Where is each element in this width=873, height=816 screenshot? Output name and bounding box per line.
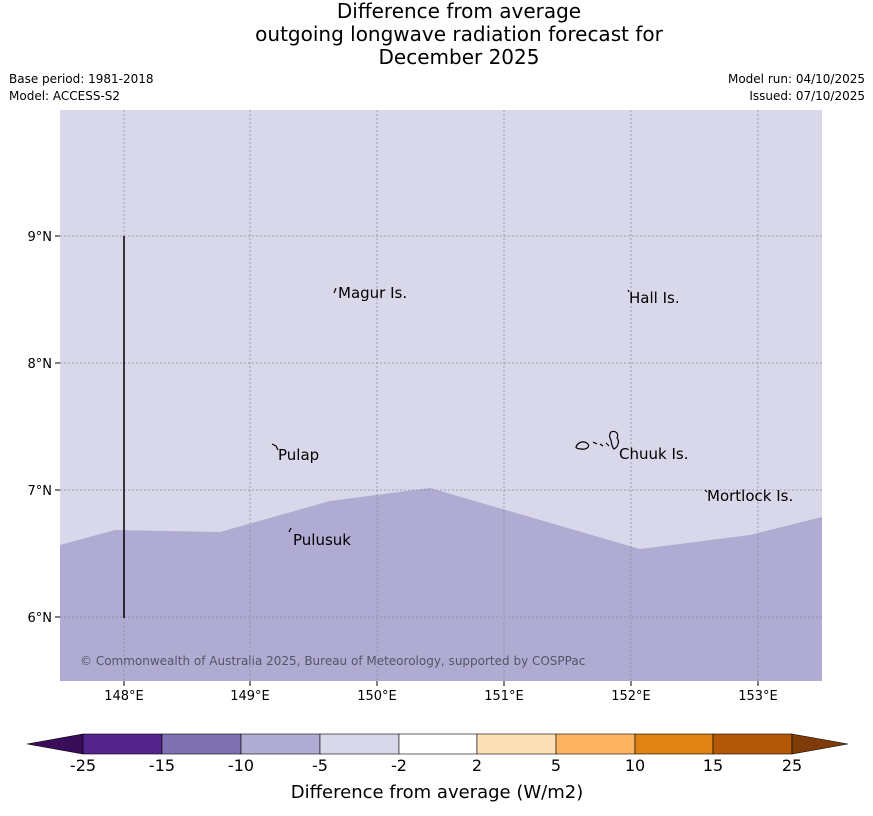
- island-chuuk: [575, 430, 620, 450]
- map-title: Difference from average outgoing longwav…: [0, 0, 873, 69]
- colorbar-segment: [82, 733, 163, 755]
- island-pulusuk: [288, 527, 292, 533]
- place-label-pulusuk: Pulusuk: [293, 531, 351, 549]
- x-tick-label: 148°E: [104, 689, 144, 704]
- meta-left: Base period: 1981-2018 Model: ACCESS-S2: [9, 71, 154, 105]
- y-tick-label: 6°N: [28, 611, 53, 626]
- place-labels: Magur Is. Hall Is. Pulap Chuuk Is. Mortl…: [278, 284, 793, 549]
- colorbar-tick-label: -2: [391, 756, 407, 775]
- colorbar-segment: [555, 733, 636, 755]
- colorbar-segment: [634, 733, 714, 755]
- colorbar-tick-label: 2: [472, 756, 482, 775]
- colorbar: [26, 733, 849, 755]
- colorbar-tick-label: 15: [703, 756, 723, 775]
- island-mortlock: [704, 489, 708, 493]
- island-hall: [627, 289, 630, 293]
- colorbar-max-extend: [791, 733, 849, 755]
- colorbar-title: Difference from average (W/m2): [291, 782, 583, 803]
- title-line-3: December 2025: [378, 45, 540, 69]
- colorbar-tick-label: -10: [228, 756, 254, 775]
- place-label-chuuk: Chuuk Is.: [619, 445, 688, 463]
- model-run: Model run: 04/10/2025: [727, 72, 865, 86]
- colorbar-segment: [476, 733, 557, 755]
- place-label-hall: Hall Is.: [629, 289, 680, 307]
- island-magur: [333, 287, 337, 294]
- base-period: Base period: 1981-2018: [9, 72, 154, 86]
- colorbar-segment: [319, 733, 400, 755]
- x-tick-label: 151°E: [484, 689, 524, 704]
- title-line-1: Difference from average: [336, 0, 582, 23]
- model-name: Model: ACCESS-S2: [9, 89, 121, 103]
- colorbar-tick-label: -15: [149, 756, 175, 775]
- colorbar-tick-label: -5: [312, 756, 328, 775]
- x-tick-label: 149°E: [230, 689, 270, 704]
- y-tick-labels: 9°N 8°N 7°N 6°N: [28, 230, 53, 626]
- colorbar-tick-label: -25: [70, 756, 96, 775]
- colorbar-segment: [398, 733, 478, 755]
- place-label-pulap: Pulap: [278, 446, 319, 464]
- colorbar-segment: [240, 733, 321, 755]
- place-label-mortlock: Mortlock Is.: [707, 487, 793, 505]
- colorbar-tick-labels: -25 -15 -10 -5 -2 2 5 10 15 25: [70, 756, 802, 775]
- colorbar-segment: [712, 733, 793, 755]
- title-line-2: outgoing longwave radiation forecast for: [255, 22, 663, 46]
- map-panel: Magur Is. Hall Is. Pulap Chuuk Is. Mortl…: [60, 110, 822, 681]
- island-outlines: [271, 287, 708, 533]
- y-tick-label: 9°N: [28, 230, 53, 245]
- y-tick-label: 7°N: [28, 484, 53, 499]
- x-tick-label: 152°E: [611, 689, 651, 704]
- issued-date: Issued: 07/10/2025: [749, 89, 865, 103]
- x-tick-label: 150°E: [357, 689, 397, 704]
- x-tick-label: 153°E: [738, 689, 778, 704]
- colorbar-tick-label: 5: [551, 756, 561, 775]
- x-tick-labels: 148°E 149°E 150°E 151°E 152°E 153°E: [104, 689, 778, 704]
- colorbar-tick-label: 25: [782, 756, 802, 775]
- colorbar-min-extend: [26, 733, 84, 755]
- meta-right: Model run: 04/10/2025 Issued: 07/10/2025: [728, 71, 865, 105]
- colorbar-segment: [161, 733, 242, 755]
- y-tick-label: 8°N: [28, 357, 53, 372]
- copyright-notice: © Commonwealth of Australia 2025, Bureau…: [80, 654, 585, 668]
- region-lower-fill: [60, 488, 822, 681]
- island-pulap: [271, 443, 279, 451]
- place-label-magur: Magur Is.: [338, 284, 407, 302]
- colorbar-tick-label: 10: [625, 756, 645, 775]
- axis-ticks: [55, 235, 759, 686]
